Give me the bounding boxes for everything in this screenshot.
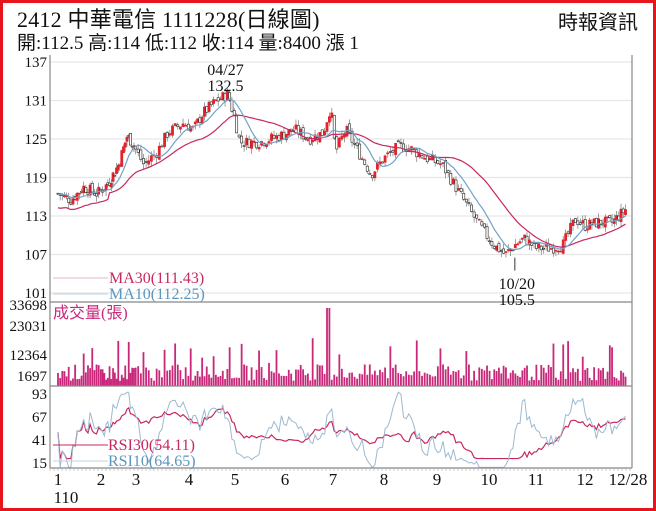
svg-text:131: 131 <box>25 94 48 110</box>
svg-text:8: 8 <box>380 470 389 489</box>
svg-text:RSI30(54.11): RSI30(54.11) <box>108 437 195 454</box>
svg-text:04/27: 04/27 <box>207 62 243 79</box>
svg-text:RSI10(64.65): RSI10(64.65) <box>108 453 196 470</box>
svg-text:成交量(張): 成交量(張) <box>53 304 128 322</box>
svg-text:10/20: 10/20 <box>499 276 535 293</box>
svg-text:4: 4 <box>185 470 194 489</box>
volume-bars <box>57 308 627 386</box>
source-label: 時報資訊 <box>558 12 638 34</box>
svg-text:3: 3 <box>132 470 141 489</box>
svg-text:15: 15 <box>32 456 47 472</box>
svg-text:12: 12 <box>577 470 594 489</box>
svg-text:41: 41 <box>32 433 47 449</box>
svg-text:33698: 33698 <box>10 298 48 314</box>
svg-text:113: 113 <box>25 209 47 225</box>
svg-text:67: 67 <box>32 410 48 426</box>
svg-text:12/28: 12/28 <box>609 470 648 489</box>
svg-text:12364: 12364 <box>10 348 48 364</box>
ohlc-summary: 開:112.5 高:114 低:112 收:114 量:8400 漲 1 <box>17 33 359 54</box>
svg-text:110: 110 <box>54 488 79 507</box>
svg-text:23031: 23031 <box>10 319 48 335</box>
svg-text:2: 2 <box>97 470 106 489</box>
svg-text:MA10(112.25): MA10(112.25) <box>109 286 205 303</box>
grid-lines <box>50 61 632 294</box>
axes <box>49 55 633 471</box>
svg-text:125: 125 <box>25 132 48 148</box>
rsi-lines <box>57 391 626 469</box>
svg-text:11: 11 <box>528 470 544 489</box>
svg-text:107: 107 <box>25 248 48 264</box>
svg-text:119: 119 <box>25 171 47 187</box>
svg-text:9: 9 <box>433 470 442 489</box>
svg-text:7: 7 <box>329 470 338 489</box>
svg-text:101: 101 <box>25 286 48 302</box>
svg-text:1697: 1697 <box>17 369 48 385</box>
svg-text:5: 5 <box>231 470 240 489</box>
moving-average-lines <box>57 98 626 251</box>
price-candles <box>56 87 627 258</box>
svg-text:93: 93 <box>32 387 47 403</box>
chart-title: 2412 中華電信 1111228(日線圖) <box>17 7 320 32</box>
svg-text:137: 137 <box>25 55 48 71</box>
svg-text:105.5: 105.5 <box>499 292 535 309</box>
svg-text:6: 6 <box>281 470 290 489</box>
svg-text:132.5: 132.5 <box>207 78 243 95</box>
svg-text:10: 10 <box>481 470 498 489</box>
svg-text:MA30(111.43): MA30(111.43) <box>109 270 204 287</box>
svg-text:1: 1 <box>54 470 63 489</box>
